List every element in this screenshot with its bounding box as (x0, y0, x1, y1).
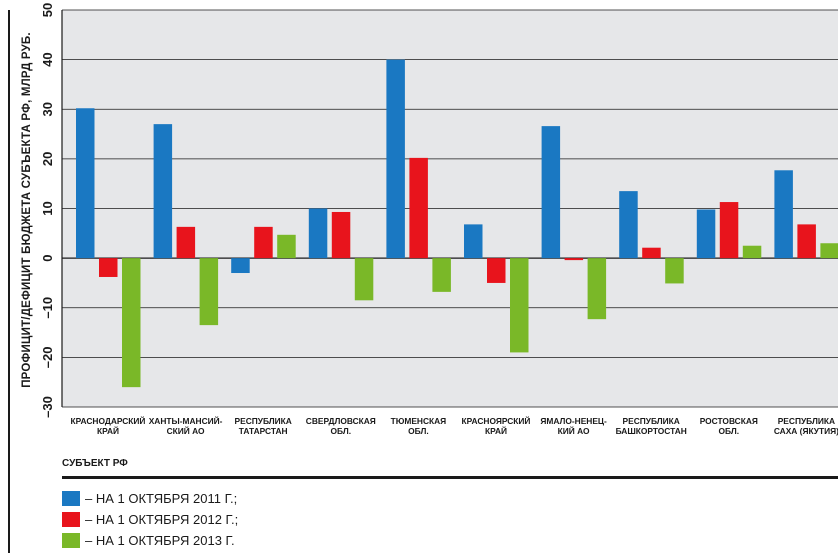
bar-3-5 (432, 258, 451, 292)
bar-3-1 (122, 258, 141, 388)
y-tick-label: 50 (40, 3, 55, 17)
legend: – НА 1 ОКТЯБРЯ 2011 Г.; – НА 1 ОКТЯБРЯ 20… (62, 488, 238, 551)
bar-2-5 (409, 157, 428, 259)
bar-1-2 (153, 124, 173, 259)
legend-label: – НА 1 ОКТЯБРЯ 2011 Г.; (85, 490, 238, 506)
bar-3-9 (742, 245, 762, 259)
category-label: КРАСНОДАРСКИЙ КРАЙ (70, 416, 146, 436)
category-label: ЯМАЛО-НЕНЕЦ- КИЙ АО (540, 416, 607, 436)
legend-label: – НА 1 ОКТЯБРЯ 2013 Г. (85, 532, 235, 548)
category-label: ХАНТЫ-МАНСИЙ- СКИЙ АО (148, 416, 223, 436)
y-tick-label: 20 (40, 152, 55, 166)
category-label: СВЕРДЛОВСКАЯ ОБЛ. (305, 416, 376, 436)
legend-label: – НА 1 ОКТЯБРЯ 2012 Г.; (85, 511, 239, 527)
y-tick-label: –30 (40, 396, 55, 418)
legend-item: – НА 1 ОКТЯБРЯ 2011 Г.; (62, 488, 238, 508)
y-tick-label: –20 (40, 347, 55, 369)
y-tick-label: 30 (40, 102, 55, 116)
bar-2-10 (797, 224, 816, 259)
bar-2-3 (254, 226, 273, 259)
bar-1-1 (76, 108, 95, 259)
bar-1-6 (464, 224, 483, 259)
bar-1-3 (231, 258, 250, 274)
legend-swatch (62, 490, 80, 506)
bar-3-2 (199, 258, 219, 326)
bar-2-7 (564, 258, 584, 261)
y-tick-label: 40 (40, 52, 55, 66)
bar-3-10 (820, 243, 838, 259)
legend-swatch (62, 532, 80, 548)
bar-2-1 (99, 258, 118, 277)
bar-3-7 (587, 258, 607, 320)
category-label: РЕСПУБЛИКА ТАТАРСТАН (234, 416, 292, 436)
bar-1-8 (619, 191, 638, 259)
bar-2-8 (642, 247, 661, 259)
bar-3-6 (510, 258, 529, 353)
y-tick-label: –10 (40, 297, 55, 319)
x-axis-rule (62, 476, 838, 479)
bar-3-3 (277, 234, 296, 259)
bar-1-10 (774, 170, 793, 259)
bar-1-9 (696, 209, 716, 259)
legend-item: – НА 1 ОКТЯБРЯ 2013 Г. (62, 530, 238, 550)
legend-swatch (62, 511, 80, 527)
bar-1-7 (541, 126, 561, 259)
bar-2-6 (487, 258, 506, 283)
y-tick-label: 0 (40, 255, 55, 262)
category-label: РЕСПУБЛИКА САХА (ЯКУТИЯ) (773, 416, 838, 436)
bar-2-2 (176, 226, 196, 259)
bar-1-5 (386, 59, 405, 259)
x-axis-label: СУБЪЕКТ РФ (62, 458, 128, 469)
category-label: РОСТОВСКАЯ ОБЛ. (699, 416, 758, 436)
category-label: ТЮМЕНСКАЯ ОБЛ. (390, 416, 447, 436)
left-border-rule (8, 10, 10, 553)
y-tick-label: 10 (40, 201, 55, 215)
legend-item: – НА 1 ОКТЯБРЯ 2012 Г.; (62, 509, 238, 529)
bar-chart: –30 –20 –10 0 10 20 30 40 50 (40, 3, 838, 418)
bar-3-8 (665, 258, 684, 284)
bar-2-9 (719, 202, 739, 259)
category-label: КРАСНОЯРСКИЙ КРАЙ (461, 416, 531, 436)
bar-2-4 (331, 211, 351, 259)
category-label: РЕСПУБЛИКА БАШКОРТОСТАН (615, 416, 687, 436)
bar-3-4 (354, 258, 374, 301)
bar-1-4 (308, 208, 328, 259)
